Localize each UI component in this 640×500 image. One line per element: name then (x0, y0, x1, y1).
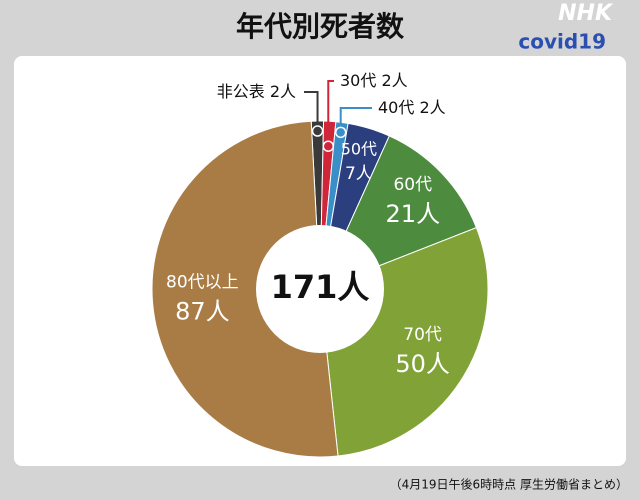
category-label: 80代以上 (166, 272, 239, 292)
slice-label: 30代 2人 (340, 71, 408, 90)
center-label: 171人 (271, 268, 370, 306)
value-label: 2人 (381, 71, 407, 90)
value-label: 2人 (270, 82, 296, 101)
logo: NHK (558, 1, 614, 26)
value-label: 2人 (419, 98, 445, 117)
leader-dot (322, 140, 335, 152)
footnote: （4月19日午後6時時点 厚生労働省まとめ） (390, 478, 628, 492)
leader-line (327, 80, 334, 147)
category-label: 30代 (340, 71, 376, 90)
slice (151, 120, 339, 458)
value-label: 21人 (386, 200, 441, 228)
category-label: 70代 (403, 325, 442, 345)
donut-hole (256, 225, 384, 353)
slice-label: 40代 2人 (378, 98, 446, 117)
category-label: 60代 (393, 175, 432, 195)
chart-title: 年代別死者数 (236, 10, 405, 43)
value-label: 50人 (395, 350, 450, 378)
leader-line (339, 107, 372, 133)
value-label: 7人 (345, 164, 373, 184)
value-label: 87人 (175, 297, 230, 325)
category-label: 非公表 (217, 82, 265, 101)
leader-dot (311, 125, 324, 137)
leader-line (304, 91, 319, 132)
category-label: 50代 (341, 139, 377, 158)
tag: covid19 (518, 30, 606, 54)
category-label: 40代 (378, 98, 414, 117)
slice-label: 非公表 2人 (217, 82, 296, 101)
leader-dot (334, 126, 347, 139)
